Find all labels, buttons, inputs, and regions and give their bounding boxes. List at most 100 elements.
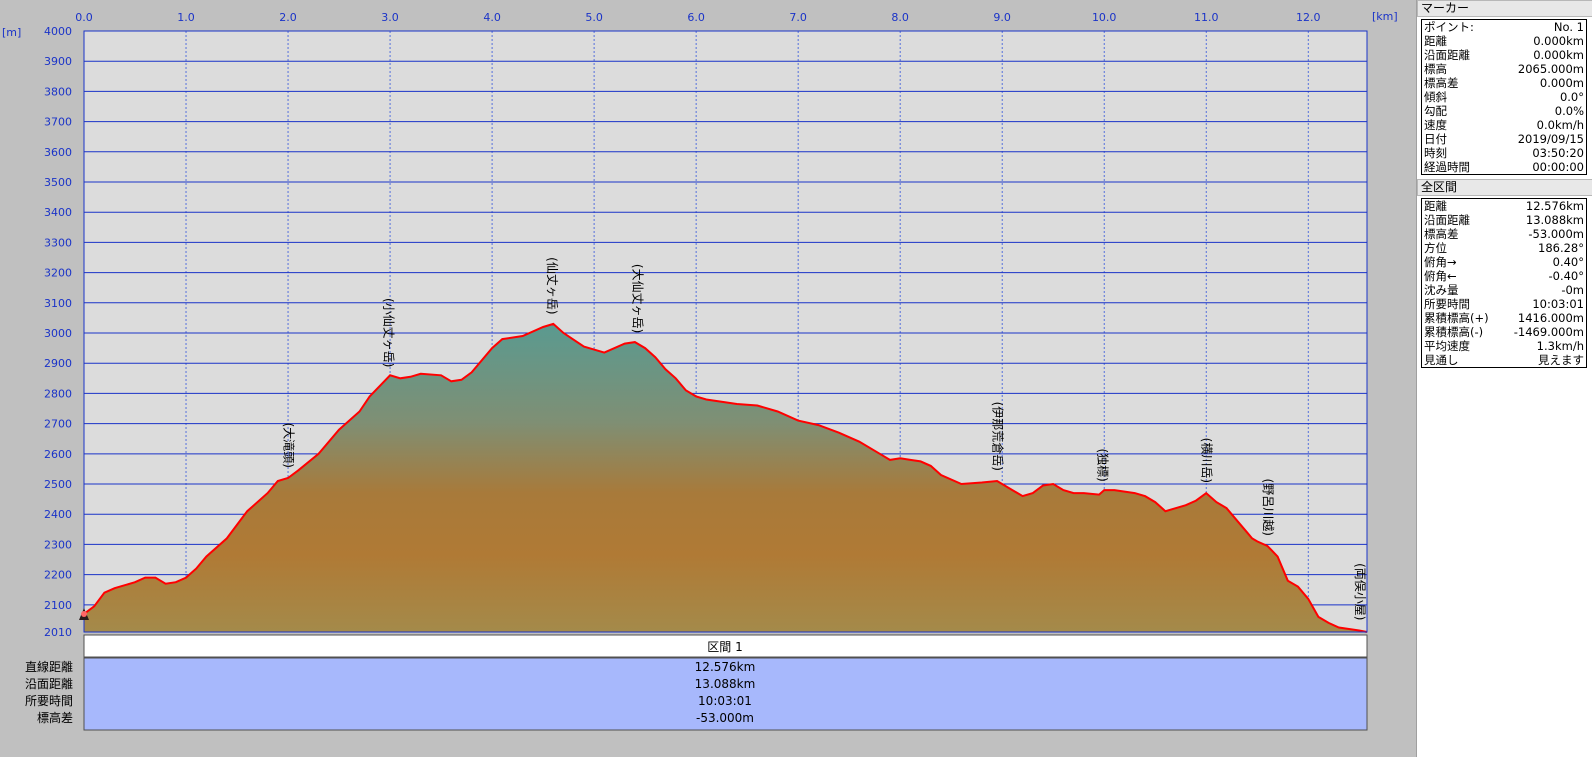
total-row-label: 方位 [1424, 241, 1447, 255]
plot-border [83, 30, 1368, 633]
marker-row-value: 0.0km/h [1536, 118, 1584, 132]
total-row-value: 13.088km [1525, 213, 1584, 227]
elevation-area-fill [84, 323, 1367, 632]
total-row-label: 俯角→ [1424, 255, 1457, 269]
x-axis-unit: [km] [1372, 10, 1398, 23]
total-row-label: 距離 [1424, 199, 1447, 213]
marker-row: 傾斜 0.0° [1422, 90, 1587, 104]
y-tick-label: 2500 [44, 478, 72, 491]
waypoint-label: (小仙丈ヶ岳) [382, 298, 396, 367]
y-tick-label: 2700 [44, 418, 72, 431]
y-tick-label: 2900 [44, 357, 72, 370]
total-row: 方位 186.28° [1422, 241, 1587, 255]
total-row: 累積標高(-) -1469.000m [1422, 325, 1587, 339]
y-tick-label: 3400 [44, 206, 72, 219]
x-tick-label: 7.0 [789, 11, 807, 24]
y-tick-label: 3700 [44, 116, 72, 129]
section-header-box [83, 634, 1368, 658]
marker-table: ポイント: No. 1 距離 0.000km 沿面距離 0.000km 標高 2065.000… [1421, 19, 1587, 175]
elevation-profile-line [83, 322, 1368, 633]
x-tick-label: 0.0 [75, 11, 93, 24]
marker-row-label: ポイント: [1424, 20, 1474, 34]
y-tick-label: 3600 [44, 146, 72, 159]
x-tick-label: 12.0 [1296, 11, 1321, 24]
total-row: 平均速度 1.3km/h [1422, 339, 1587, 353]
marker-row-label: 経過時間 [1424, 160, 1470, 174]
total-row-label: 沈み量 [1424, 283, 1459, 297]
total-row-label: 所要時間 [1424, 297, 1470, 311]
y-tick-label: 2800 [44, 387, 72, 400]
total-row-label: 標高差 [1424, 227, 1459, 241]
marker-row: 経過時間 00:00:00 [1422, 160, 1587, 175]
y-tick-label: 3200 [44, 267, 72, 280]
x-tick-label: 11.0 [1194, 11, 1219, 24]
marker-row: 距離 0.000km [1422, 34, 1587, 48]
total-row-label: 累積標高(+) [1424, 311, 1489, 325]
total-row-label: 俯角← [1424, 269, 1457, 283]
marker-row: 速度 0.0km/h [1422, 118, 1587, 132]
marker-row: 沿面距離 0.000km [1422, 48, 1587, 62]
x-tick-label: 3.0 [381, 11, 399, 24]
total-row: 見通し 見えます [1422, 353, 1587, 368]
y-tick-label: 3900 [44, 55, 72, 68]
total-row: 沿面距離 13.088km [1422, 213, 1587, 227]
y-tick-label: 3500 [44, 176, 72, 189]
total-row-value: -1469.000m [1513, 325, 1584, 339]
total-row-value: -53.000m [1528, 227, 1584, 241]
y-tick-label: 2100 [44, 599, 72, 612]
section-rows: 直線距離 12.576km 沿面距離 13.088km 所要時間 10:03:01 標高差 -… [25, 659, 755, 725]
x-tick-label: 4.0 [483, 11, 501, 24]
marker-row-label: 傾斜 [1424, 90, 1447, 104]
marker-row-label: 標高 [1424, 62, 1447, 76]
marker-row-value: No. 1 [1553, 20, 1584, 34]
marker-row-value: 0.0% [1554, 104, 1584, 118]
marker-row-value: 03:50:20 [1532, 146, 1584, 160]
info-panel: マーカー ポイント: No. 1 距離 0.000km 沿面距離 0.000km 標高 206… [1416, 0, 1592, 757]
waypoint-label: (両俣小屋) [1353, 563, 1367, 620]
x-tick-label: 1.0 [177, 11, 195, 24]
marker-row: ポイント: No. 1 [1422, 20, 1587, 35]
marker-row-value: 00:00:00 [1532, 160, 1584, 174]
marker-row-value: 2065.000m [1517, 62, 1584, 76]
marker-row: 標高差 0.000m [1422, 76, 1587, 90]
marker-row-label: 標高差 [1424, 76, 1459, 90]
total-table: 距離 12.576km 沿面距離 13.088km 標高差 -53.000m 方位 186.2… [1421, 198, 1587, 368]
total-row-value: 0.40° [1552, 255, 1584, 269]
total-row: 所要時間 10:03:01 [1422, 297, 1587, 311]
total-row-value: 186.28° [1538, 241, 1584, 255]
section-title: 区間 1 [707, 640, 742, 654]
waypoint-label: (伊那荒倉岳) [991, 402, 1006, 471]
y-tick-label: 2200 [44, 569, 72, 582]
marker-row-value: 0.000m [1539, 76, 1584, 90]
elevation-profile-chart: 0.0 1.0 2.0 3.0 4.0 5.0 6.0 7.0 8.0 9.0 10.0 11.0 12… [2, 10, 1398, 731]
y-tick-label: 2600 [44, 448, 72, 461]
total-row-label: 沿面距離 [1424, 213, 1470, 227]
total-row: 俯角→ 0.40° [1422, 255, 1587, 269]
y-tick-label: 3100 [44, 297, 72, 310]
y-tick-label: 2400 [44, 508, 72, 521]
total-row: 沈み量 -0m [1422, 283, 1587, 297]
section-row-value: -53.000m [696, 711, 754, 725]
x-axis-ticks: 0.0 1.0 2.0 3.0 4.0 5.0 6.0 7.0 8.0 9.0 10.0 11.0 12… [75, 11, 1320, 24]
y-tick-label: 4000 [44, 25, 72, 38]
waypoint-label: (独標) [1096, 448, 1110, 481]
waypoint-label: (大滝頭) [282, 423, 296, 468]
x-tick-label: 10.0 [1092, 11, 1117, 24]
marker-row-value: 0.000km [1533, 34, 1584, 48]
marker-row: 勾配 0.0% [1422, 104, 1587, 118]
total-row-value: 見えます [1538, 353, 1584, 367]
marker-header: マーカー [1417, 0, 1592, 17]
marker-row: 時刻 03:50:20 [1422, 146, 1587, 160]
marker-row-label: 日付 [1424, 132, 1447, 146]
total-row-label: 平均速度 [1424, 339, 1470, 353]
waypoint-label: (野呂川越) [1261, 479, 1275, 536]
marker-row: 標高 2065.000m [1422, 62, 1587, 76]
total-row-value: 12.576km [1525, 199, 1584, 213]
total-row: 距離 12.576km [1422, 199, 1587, 214]
total-row: 標高差 -53.000m [1422, 227, 1587, 241]
section-values-box [83, 657, 1368, 731]
total-row-label: 累積標高(-) [1424, 325, 1484, 339]
section-row-label: 所要時間 [25, 694, 73, 708]
marker-row-label: 勾配 [1424, 104, 1447, 118]
marker-row-value: 0.0° [1559, 90, 1584, 104]
